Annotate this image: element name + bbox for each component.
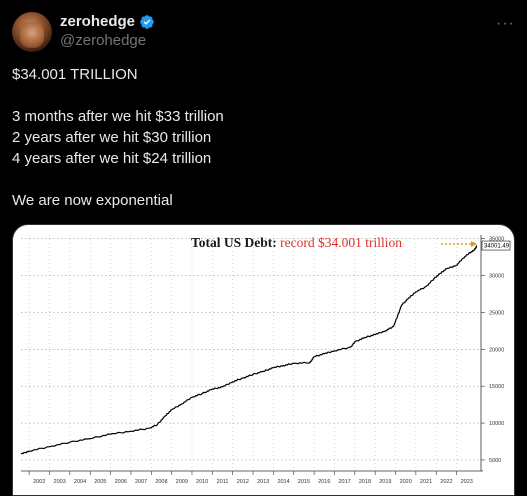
avatar[interactable]	[12, 12, 52, 52]
y-tick-label: 20000	[489, 347, 504, 353]
x-tick-label: 2003	[54, 479, 66, 485]
x-tick-label: 2021	[420, 479, 432, 485]
x-tick-label: 2007	[135, 479, 147, 485]
x-tick-label: 2014	[277, 479, 289, 485]
x-tick-label: 2020	[400, 479, 412, 485]
tweet-line-4: 4 years after we hit $24 trillion	[12, 150, 212, 167]
title-arrow-head	[470, 241, 477, 247]
tweet-header: zerohedge @zerohedge ···	[12, 10, 515, 54]
x-tick-label: 2002	[33, 479, 45, 485]
chart-axes	[21, 235, 485, 475]
tweet-line-2: 3 months after we hit $33 trillion	[12, 108, 224, 125]
name-row: zerohedge	[60, 13, 155, 30]
x-tick-label: 2022	[440, 479, 452, 485]
y-tick-label: 35000	[489, 237, 504, 243]
display-name[interactable]: zerohedge	[60, 13, 136, 30]
more-options-icon[interactable]: ···	[496, 15, 515, 32]
y-tick-label: 10000	[489, 421, 504, 427]
verified-badge-icon	[139, 14, 155, 30]
chart-title-highlight: record $34.001 trillion	[280, 235, 402, 250]
tweet-line-3: 2 years after we hit $30 trillion	[12, 129, 212, 146]
x-tick-label: 2012	[237, 479, 249, 485]
x-tick-label: 2015	[298, 479, 310, 485]
y-tick-label: 25000	[489, 310, 504, 316]
x-tick-label: 2016	[318, 479, 330, 485]
y-tick-label: 15000	[489, 384, 504, 390]
x-tick-label: 2013	[257, 479, 269, 485]
tweet-line-1: $34.001 TRILLION	[12, 66, 138, 83]
x-tick-label: 2004	[74, 479, 86, 485]
x-tick-label: 2005	[94, 479, 106, 485]
x-tick-label: 2009	[176, 479, 188, 485]
chart-gridlines	[21, 235, 481, 471]
debt-chart: 35000 30000 25000 20000 15000 10000 5000 2002 20…	[20, 235, 511, 485]
last-value-label: 34001.49	[484, 244, 510, 250]
handle[interactable]: @zerohedge	[60, 32, 147, 49]
chart-tick-labels: 35000 30000 25000 20000 15000 10000 5000 2002 20…	[33, 237, 504, 485]
x-tick-label: 2011	[217, 479, 229, 485]
x-tick-label: 2017	[339, 479, 351, 485]
tweet-line-5: We are now exponential	[12, 192, 173, 209]
x-tick-label: 2019	[379, 479, 391, 485]
tweet-media-chart[interactable]: 35000 30000 25000 20000 15000 10000 5000 2002 20…	[12, 224, 515, 496]
chart-title: Total US Debt: record $34.001 trillion	[191, 235, 402, 250]
tweet-text: $34.001 TRILLION 3 months after we hit $…	[12, 64, 512, 211]
x-tick-label: 2010	[196, 479, 208, 485]
y-tick-label: 30000	[489, 274, 504, 280]
debt-series-line	[20, 245, 478, 455]
x-tick-label: 2008	[155, 479, 167, 485]
y-tick-label: 5000	[489, 458, 501, 464]
x-tick-label: 2018	[359, 479, 371, 485]
last-value-box	[481, 240, 511, 251]
x-tick-label: 2023	[461, 479, 473, 485]
x-tick-label: 2006	[115, 479, 127, 485]
chart-title-prefix: Total US Debt:	[191, 235, 277, 250]
